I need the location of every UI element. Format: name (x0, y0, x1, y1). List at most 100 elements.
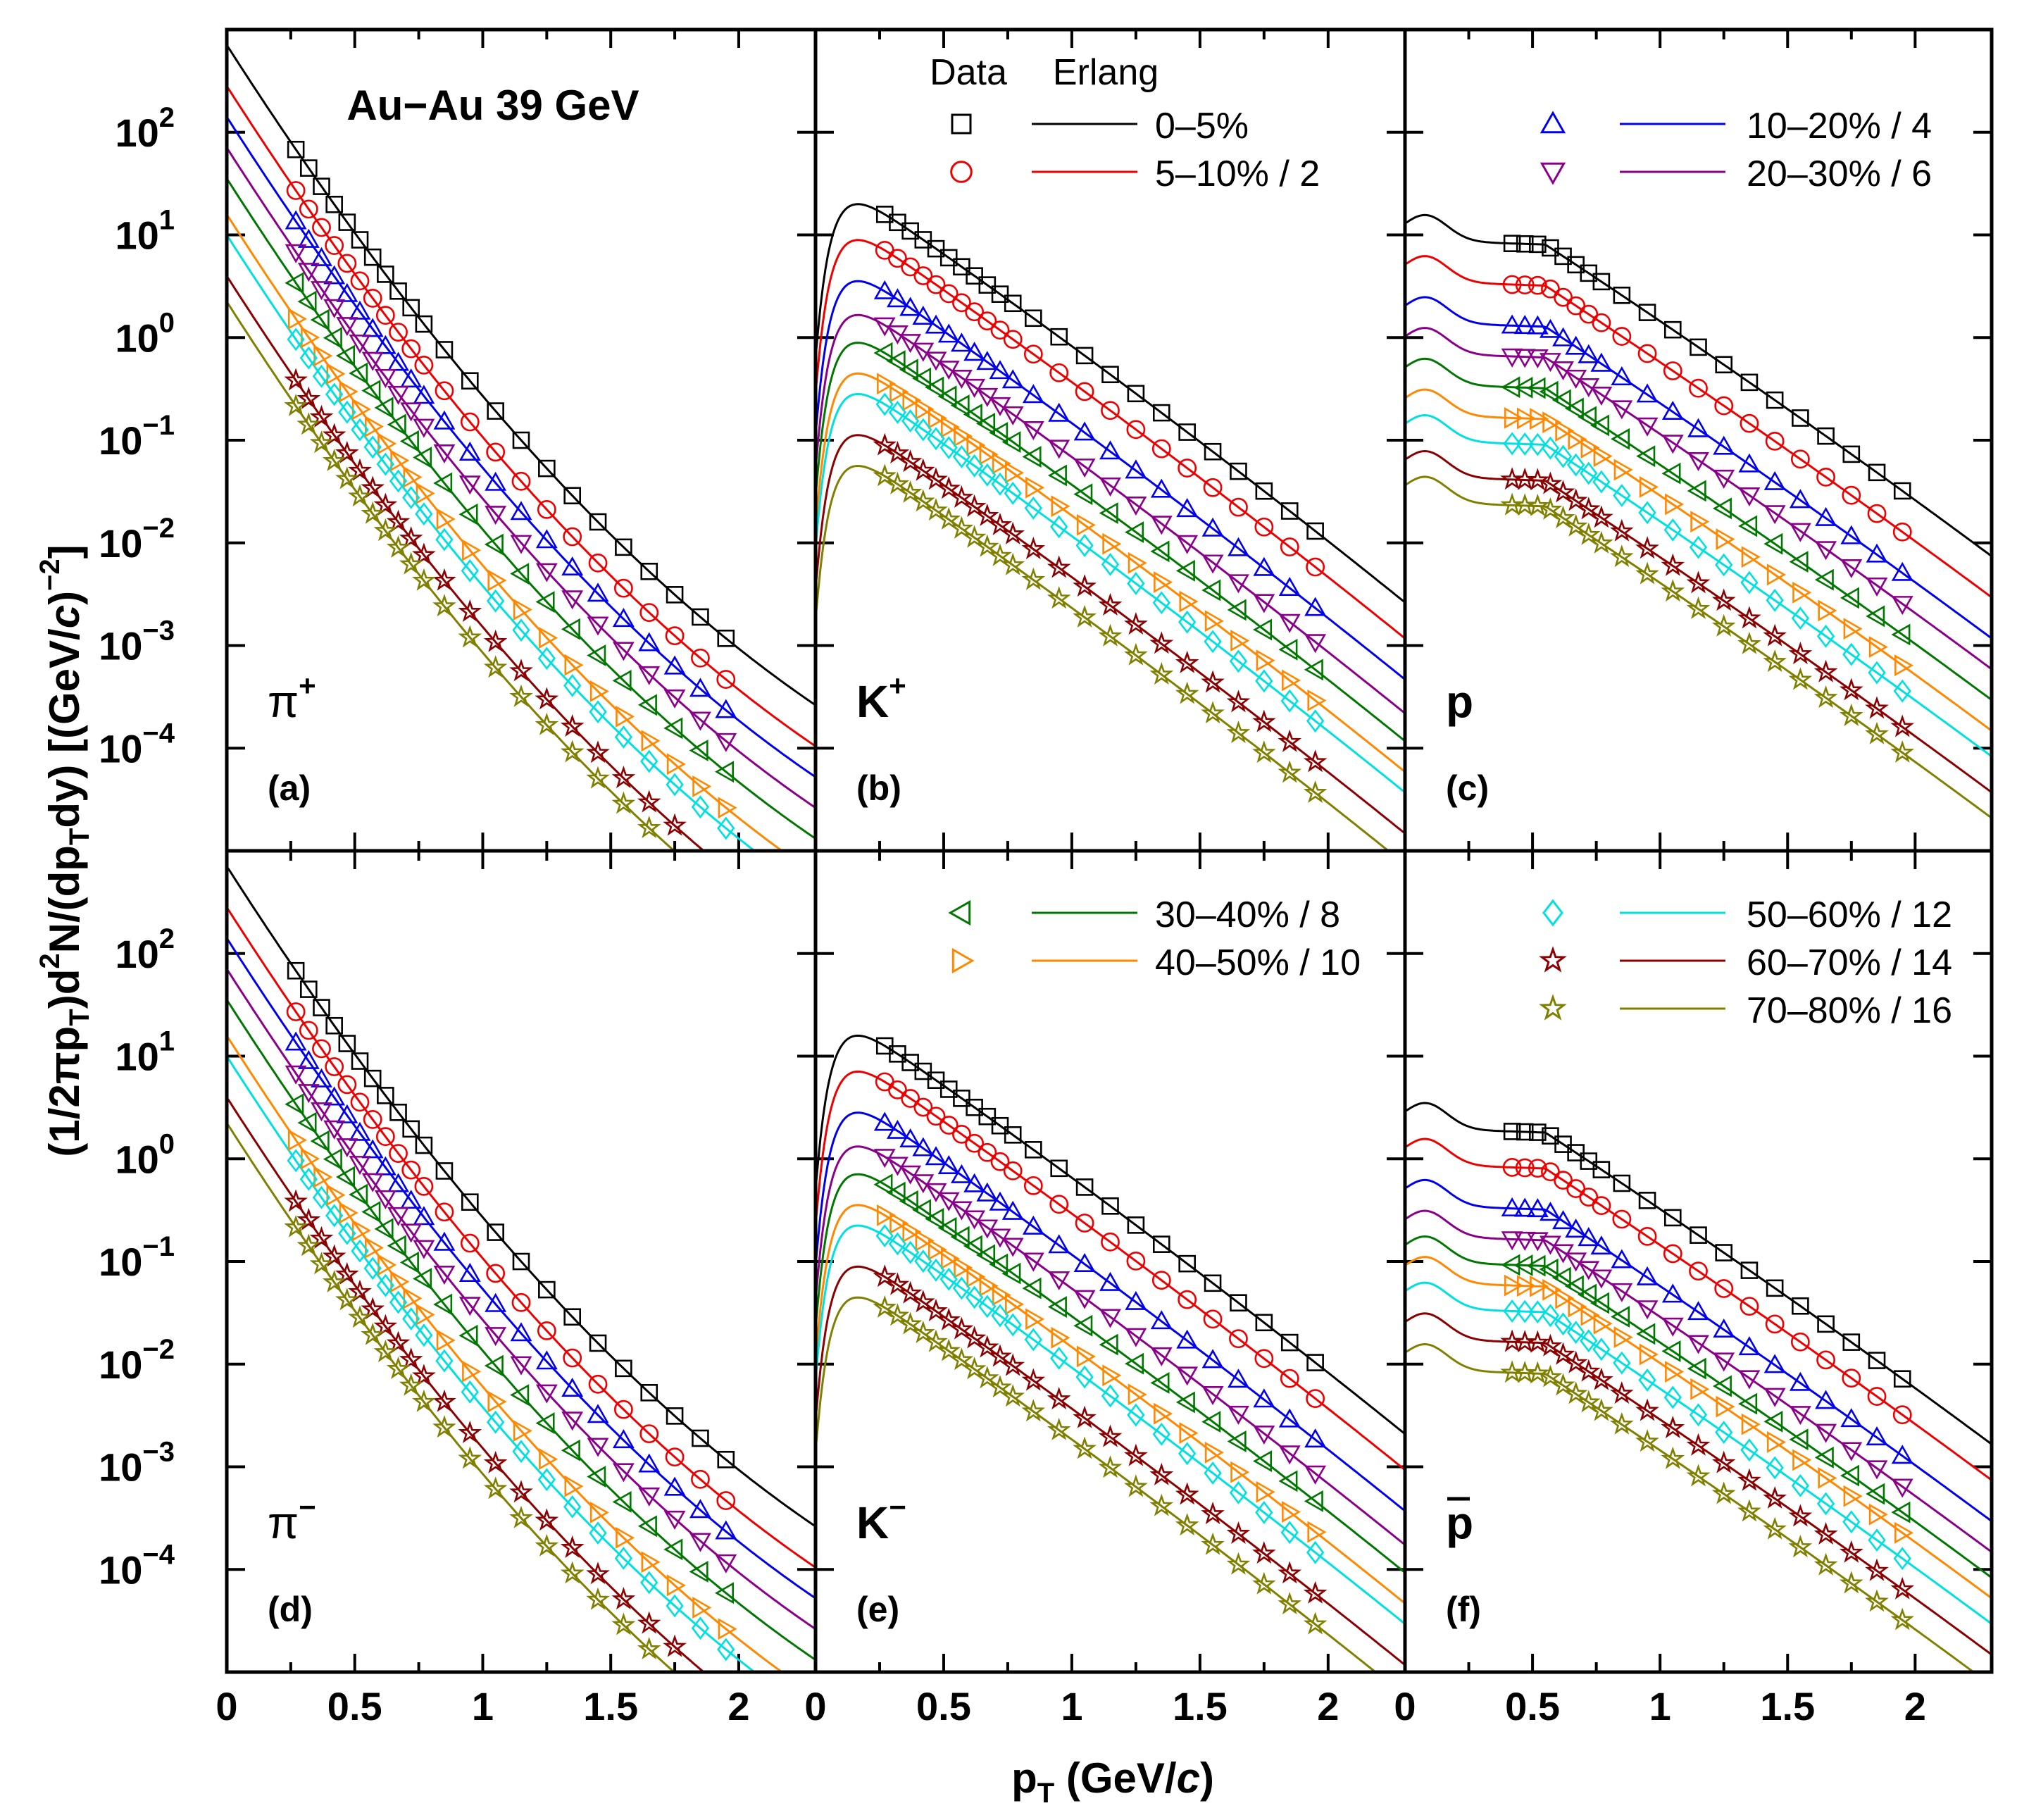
data-point (1024, 1328, 1042, 1352)
y-tick-exponent: 1 (159, 205, 175, 236)
data-point (1661, 1340, 1681, 1362)
data-point (416, 1304, 435, 1326)
data-point (1766, 563, 1786, 586)
data-point (1715, 356, 1733, 374)
data-point (1280, 1333, 1299, 1352)
data-point (1179, 590, 1199, 613)
data-point (363, 1110, 382, 1129)
data-point (412, 1364, 436, 1387)
data-point (589, 1334, 607, 1352)
data-point (336, 1104, 358, 1123)
data-point (1635, 1429, 1659, 1452)
data-point (287, 1149, 305, 1173)
data-point (1539, 1258, 1559, 1280)
data-point (1636, 417, 1659, 437)
data-point (611, 1587, 636, 1610)
data-point (1255, 669, 1273, 693)
data-point (1636, 383, 1659, 403)
panel-axes (814, 30, 1405, 851)
data-point (1816, 468, 1835, 487)
data-point (1840, 1464, 1860, 1487)
data-point (875, 392, 894, 416)
particle-symbol: K (856, 676, 889, 727)
data-point (387, 413, 406, 436)
data-point (1099, 1271, 1121, 1291)
data-point (1568, 1295, 1587, 1318)
data-point (1592, 313, 1611, 332)
data-point (1842, 445, 1861, 463)
data-point (640, 1571, 658, 1595)
data-point (299, 1167, 318, 1191)
data-point (1590, 505, 1613, 528)
data-point (1075, 347, 1094, 365)
data-point (666, 773, 684, 797)
data-point (1226, 1521, 1251, 1545)
data-point (1124, 642, 1148, 666)
data-point (402, 299, 420, 317)
data-point (1590, 414, 1610, 437)
legend-label: 60–70% / 14 (1747, 942, 1952, 983)
data-point (978, 311, 997, 331)
data-point (487, 569, 507, 592)
data-point (325, 195, 343, 213)
data-point (486, 1264, 506, 1283)
data-point (663, 717, 683, 740)
data-point (1842, 642, 1861, 666)
y-tick-exponent: 0 (159, 307, 175, 338)
data-point (363, 248, 382, 266)
data-point (1612, 1209, 1632, 1229)
data-point (1516, 1299, 1534, 1323)
data-point (1204, 630, 1222, 654)
data-point (1127, 1403, 1145, 1427)
data-point (717, 1450, 735, 1469)
data-point (1099, 502, 1118, 524)
data-point (1306, 522, 1324, 540)
data-point (666, 1574, 686, 1597)
data-point (374, 397, 394, 419)
particle-symbol: p (1446, 1497, 1473, 1548)
data-point (885, 441, 910, 464)
data-point (952, 1124, 971, 1144)
data-point (510, 563, 530, 585)
y-tick-label: 10−3 (99, 1437, 175, 1490)
data-point (1818, 599, 1837, 622)
data-point (563, 1495, 582, 1519)
data-point (1842, 485, 1861, 505)
data-point (296, 1233, 321, 1257)
data-point (1306, 1389, 1325, 1408)
data-point (1075, 1214, 1094, 1233)
data-point (539, 627, 558, 649)
data-point (1665, 493, 1685, 516)
data-point (1866, 1460, 1888, 1480)
data-point (299, 1021, 318, 1040)
data-point (663, 1476, 686, 1496)
data-point (1530, 408, 1549, 430)
data-point (1099, 477, 1121, 497)
data-point (361, 1173, 384, 1192)
data-point (1303, 780, 1328, 804)
data-point (641, 730, 661, 752)
data-point (1763, 532, 1783, 555)
data-point (1893, 1547, 1911, 1571)
data-point (902, 389, 922, 411)
data-point (1004, 1126, 1022, 1144)
data-point (901, 409, 920, 433)
data-point (323, 265, 346, 285)
data-point (510, 501, 532, 521)
data-point (1611, 428, 1630, 450)
data-point (1763, 1410, 1783, 1433)
legend-header-fit: Erlang (1053, 52, 1159, 93)
data-point (462, 1360, 482, 1383)
data-point (310, 1130, 330, 1152)
data-point (361, 318, 384, 337)
data-point (1503, 432, 1521, 456)
data-point (1840, 525, 1863, 544)
data-point (1098, 623, 1123, 647)
x-axis-label-c: c (1177, 1754, 1200, 1802)
data-point (374, 1190, 396, 1209)
data-point (322, 1269, 346, 1293)
particle-charge: + (889, 669, 906, 702)
data-point (1813, 685, 1838, 709)
data-point (349, 1156, 371, 1176)
data-point (1526, 1198, 1549, 1218)
